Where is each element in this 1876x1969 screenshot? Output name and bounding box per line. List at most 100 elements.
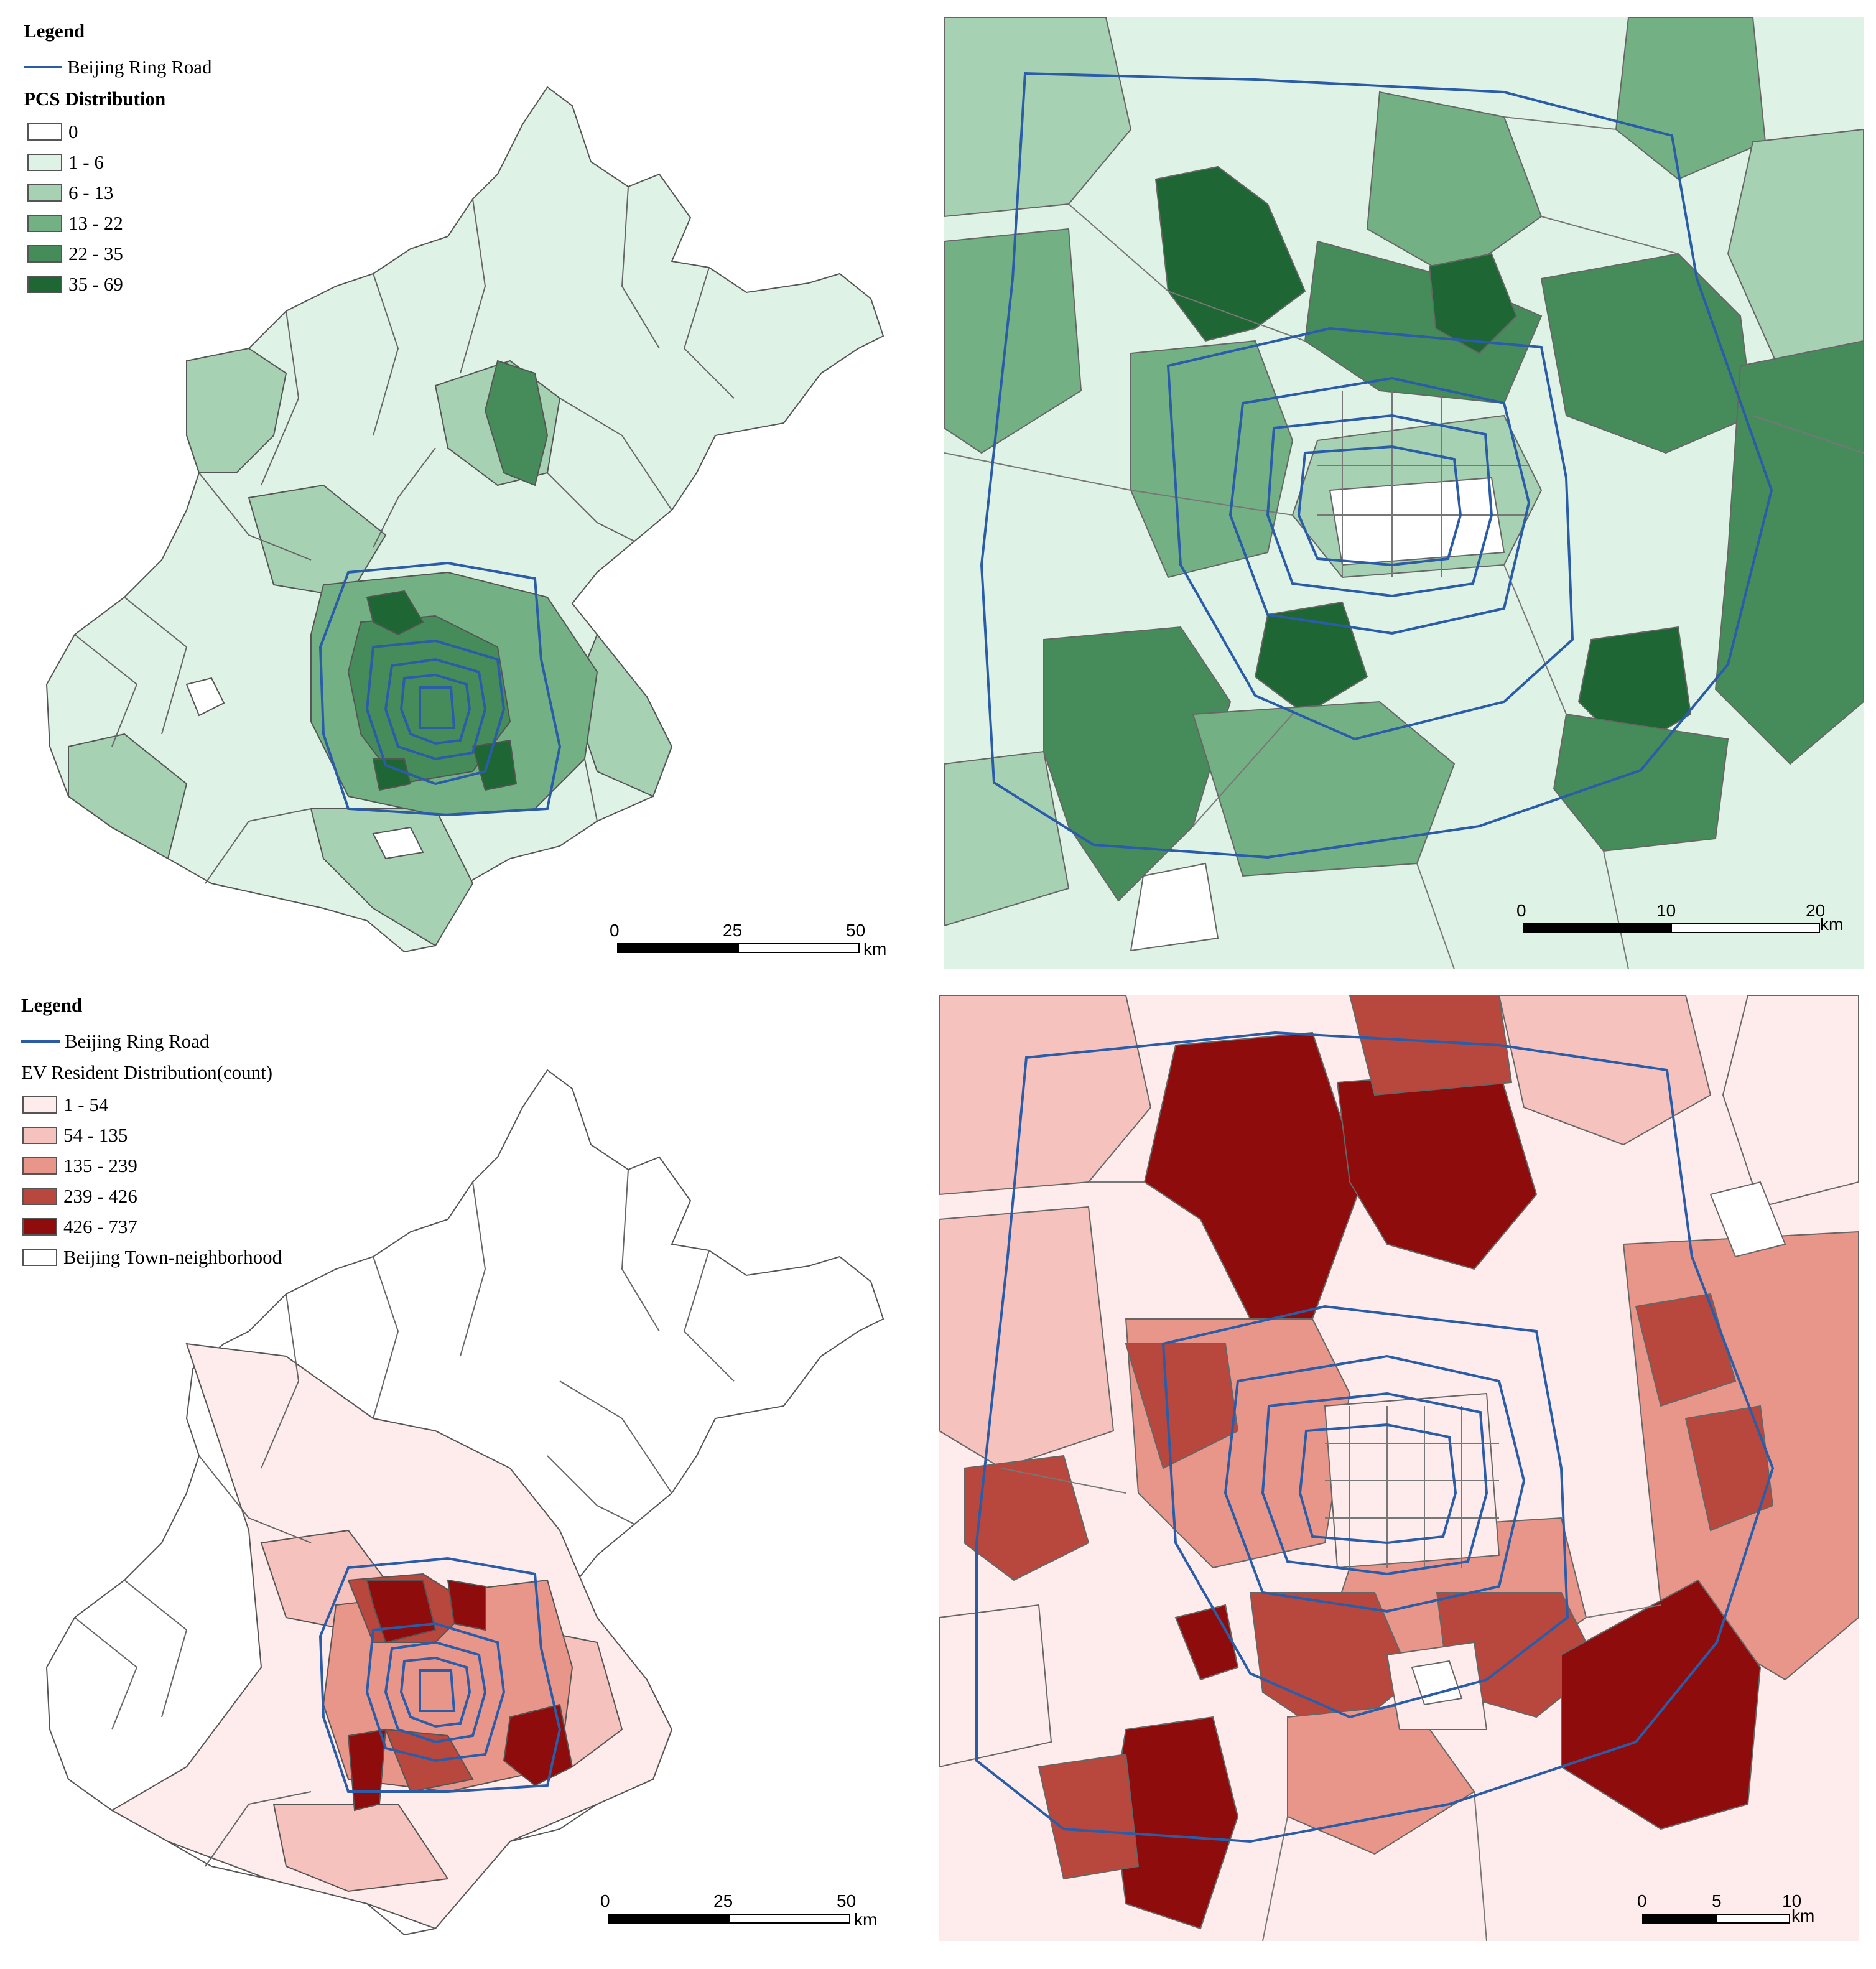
legend-swatch xyxy=(22,1248,57,1266)
region-22-35 xyxy=(1714,340,1864,765)
ring-road-6 xyxy=(318,561,562,817)
ev-overview-svg xyxy=(45,1069,885,1936)
region-13-22 xyxy=(944,228,1082,454)
legend-class-row: 135 - 239 xyxy=(22,1156,137,1175)
pcs-overview-svg xyxy=(45,86,885,953)
ev-zoom-map: 0 5 10 km xyxy=(939,995,1859,1941)
scale-tick: 25 xyxy=(713,1891,733,1911)
pcs-legend: Legend Beijing Ring Road PCS Distributio… xyxy=(0,0,261,299)
legend-class-label: 0 xyxy=(68,121,78,142)
scale-bar-black xyxy=(608,1914,730,1924)
ring-road-2 xyxy=(1298,1423,1457,1545)
region-35-69 xyxy=(1154,165,1306,342)
legend-class-row: 13 - 22 xyxy=(27,213,123,233)
legend-class-row: 0 xyxy=(27,122,78,141)
ring-road-6 xyxy=(318,1557,562,1793)
scale-tick: 20 xyxy=(1806,901,1826,920)
legend-class-row: 35 - 69 xyxy=(27,274,123,294)
region-239-426 xyxy=(1635,1293,1737,1407)
region-22-35 xyxy=(347,615,511,785)
scale-bar-white xyxy=(1671,923,1820,933)
legend-ring-road: Beijing Ring Road xyxy=(21,1031,210,1051)
region-35-69 xyxy=(366,590,424,636)
region-13-22 xyxy=(1130,340,1294,579)
region-239-426 xyxy=(1684,1405,1774,1532)
region-13-22 xyxy=(1366,91,1543,280)
region-54-135 xyxy=(939,1206,1115,1469)
district-boundaries xyxy=(74,186,735,884)
region-239-426 xyxy=(384,1728,474,1793)
scale-bar-white xyxy=(1716,1914,1790,1924)
legend-class-row: 54 - 135 xyxy=(22,1125,128,1145)
ring-road-5 xyxy=(1161,1305,1569,1719)
scale-unit: km xyxy=(1791,1906,1815,1925)
ring-road-3 xyxy=(399,673,471,745)
region-239-426 xyxy=(964,1455,1090,1581)
scale-bar-black xyxy=(1642,1914,1717,1924)
region-426-737 xyxy=(503,1703,573,1787)
scale-bar: 0 25 50 km xyxy=(597,921,896,959)
ring-roads xyxy=(318,1557,562,1793)
scale-tick: 0 xyxy=(1516,901,1526,920)
ring-road-4 xyxy=(384,1641,487,1744)
scale-bar: 0 10 20 km xyxy=(1516,901,1846,951)
legend-title: Legend xyxy=(24,20,85,42)
region-zero xyxy=(1709,1181,1786,1258)
region-54-135 xyxy=(1498,995,1712,1146)
region-35-69 xyxy=(1428,253,1518,355)
scale-tick: 25 xyxy=(723,921,743,940)
ring-road-line-swatch xyxy=(21,1040,60,1043)
pcs-zoom-svg xyxy=(944,17,1864,969)
scale-unit: km xyxy=(1820,915,1844,934)
region-6-13 xyxy=(944,17,1132,218)
ring-road-3 xyxy=(399,1656,471,1728)
region-239-426 xyxy=(1349,995,1513,1096)
ring-road-label: Beijing Ring Road xyxy=(65,1030,210,1052)
region-6-13 xyxy=(186,347,287,473)
legend-class-label: 426 - 737 xyxy=(63,1216,137,1237)
region-22-35 xyxy=(1540,253,1754,454)
scale-bar-black xyxy=(1523,923,1672,933)
ring-roads xyxy=(975,1031,1775,1843)
scale-unit: km xyxy=(863,939,887,959)
scale-bar: 0 25 50 km xyxy=(588,1891,886,1929)
region-426-737 xyxy=(347,1728,387,1812)
ev-overview-map: Legend Beijing Ring Road EV Resident Dis… xyxy=(0,983,921,1953)
legend-swatch xyxy=(22,1157,57,1175)
region-54-135 xyxy=(939,995,1152,1196)
region-zero xyxy=(1130,862,1219,952)
distribution-title: PCS Distribution xyxy=(24,88,166,109)
ring-road-5 xyxy=(365,639,506,786)
region-zero xyxy=(372,826,424,860)
scale-tick: 0 xyxy=(1637,1891,1647,1911)
region-426-737 xyxy=(1336,1069,1538,1270)
region-zero xyxy=(1329,477,1505,566)
region-35-69 xyxy=(471,739,518,791)
region-6-13 xyxy=(1727,128,1864,367)
scale-bar: 0 5 10 km xyxy=(1637,1891,1841,1935)
district-boundaries xyxy=(74,1169,735,1867)
legend-swatch xyxy=(27,275,62,293)
region-zero xyxy=(185,677,225,717)
legend-class-label: 22 - 35 xyxy=(68,243,123,264)
ring-roads xyxy=(318,561,562,817)
ring-road-4 xyxy=(1228,376,1531,635)
region-13-22 xyxy=(1192,701,1456,877)
scale-bar-black xyxy=(617,943,739,953)
ring-road-6 xyxy=(980,72,1773,859)
legend-class-label: 6 - 13 xyxy=(68,182,114,203)
scale-tick: 10 xyxy=(1782,1891,1802,1911)
legend-class-row: 426 - 737 xyxy=(22,1217,137,1236)
legend-class-label: 35 - 69 xyxy=(68,273,123,295)
legend-class-row: 1 - 54 xyxy=(22,1095,108,1114)
ring-road-2 xyxy=(419,686,456,729)
legend-swatch xyxy=(22,1217,57,1236)
legend-class-label: Beijing Town-neighborhood xyxy=(63,1246,282,1268)
legend-class-label: 13 - 22 xyxy=(68,212,123,234)
legend-ring-road: Beijing Ring Road xyxy=(24,57,212,77)
region-6-13 xyxy=(248,484,387,598)
scale-tick: 50 xyxy=(837,1891,857,1911)
region-6-13 xyxy=(944,750,1070,927)
legend-class-row: 6 - 13 xyxy=(27,183,113,202)
scale-tick: 0 xyxy=(610,921,620,940)
